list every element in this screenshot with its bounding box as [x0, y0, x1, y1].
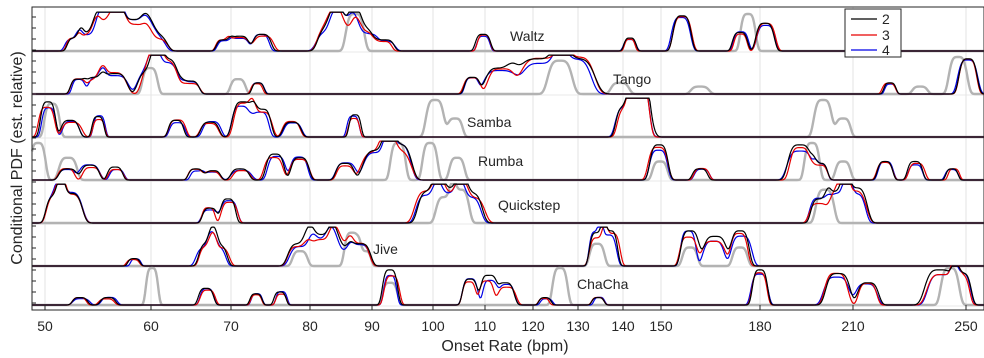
- series-2-curve: [32, 183, 984, 224]
- legend-label-3: 3: [882, 27, 890, 43]
- series-4-curve: [32, 226, 984, 267]
- panel-label-chacha: ChaCha: [577, 276, 629, 292]
- panel-label-tango: Tango: [613, 71, 651, 87]
- x-tick-label: 80: [302, 318, 318, 334]
- series-4-curve: [32, 54, 984, 95]
- series-3-curve: [32, 226, 984, 267]
- reference-curve: [32, 12, 984, 53]
- series-3-curve: [32, 265, 984, 306]
- panel-label-samba: Samba: [467, 114, 512, 130]
- series-2-curve: [32, 265, 984, 306]
- reference-curve: [32, 231, 984, 268]
- legend-label-2: 2: [882, 11, 890, 27]
- legend: 2 3 4: [844, 8, 902, 58]
- pdf-curves: [30, 11, 984, 307]
- y-axis-label: Conditional PDF (est. relative): [9, 51, 26, 264]
- panel-label-rumba: Rumba: [478, 153, 523, 169]
- x-tick-label: 110: [474, 318, 497, 334]
- x-tick-label: 180: [748, 318, 772, 334]
- x-axis-label: Onset Rate (bpm): [441, 338, 568, 355]
- legend-label-4: 4: [882, 42, 890, 58]
- axes: [31, 6, 984, 311]
- panel-label-quickstep: Quickstep: [498, 197, 560, 213]
- x-tick-label: 70: [223, 318, 239, 334]
- panel-label-jive: Jive: [373, 241, 398, 257]
- plot-frame: [31, 6, 984, 311]
- series-4-curve: [32, 265, 984, 306]
- x-tick-label: 150: [649, 318, 673, 334]
- x-tick-label: 60: [143, 318, 159, 334]
- x-tick-label: 100: [421, 318, 445, 334]
- x-tick-label: 140: [611, 318, 635, 334]
- series-2-curve: [32, 11, 984, 52]
- x-tick-label: 210: [841, 318, 865, 334]
- series-2-curve: [32, 54, 984, 95]
- panel-labels: Waltz Tango Samba Rumba Quickstep Jive C…: [373, 28, 651, 292]
- reference-curve: [32, 55, 984, 96]
- x-tick-label: 250: [954, 318, 978, 334]
- x-tick-label: 120: [521, 318, 545, 334]
- x-tick-label: 50: [37, 318, 53, 334]
- x-tick-label: 90: [364, 318, 380, 334]
- series-2-curve: [32, 97, 984, 138]
- series-3-curve: [32, 54, 984, 95]
- panel-label-waltz: Waltz: [510, 28, 544, 44]
- x-tick-label: 130: [566, 318, 590, 334]
- series-3-curve: [32, 11, 984, 52]
- series-4-curve: [32, 11, 984, 52]
- x-tick-labels: 50 60 70 80 90 100 110 120 130 140 150 180 210 250: [32, 16, 978, 334]
- legend-box: [844, 8, 902, 58]
- series-2-curve: [32, 226, 984, 267]
- series-2-curve: [32, 140, 984, 181]
